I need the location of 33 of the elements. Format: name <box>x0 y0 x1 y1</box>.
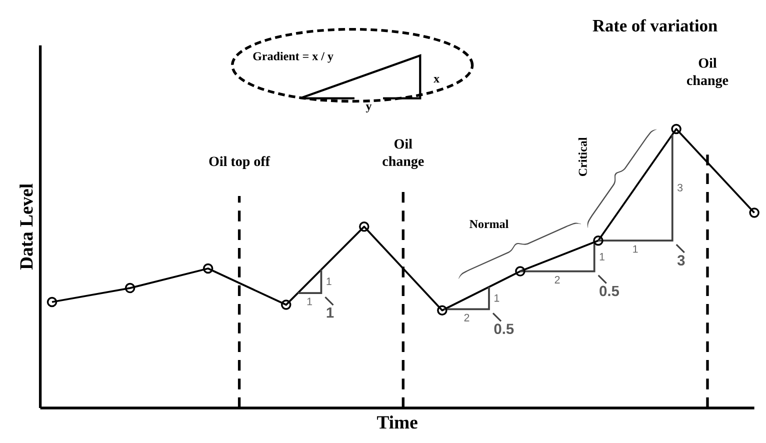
annotation: 1 <box>307 298 312 306</box>
annotation: 1 <box>633 245 638 253</box>
point <box>515 266 526 276</box>
point <box>124 282 136 294</box>
point <box>671 124 682 134</box>
text: y <box>366 104 372 113</box>
annotation: Oil change <box>382 138 424 169</box>
point <box>593 235 604 246</box>
point <box>359 222 370 232</box>
text: Gradient = x / y <box>253 52 334 63</box>
point <box>202 263 214 274</box>
annotation: 1 <box>326 308 334 318</box>
x-axis-title: Time <box>377 416 418 429</box>
annotation: 0.5 <box>494 324 514 334</box>
y-axis-title: Data Level <box>20 184 33 270</box>
annotation: 3 <box>677 255 685 266</box>
point <box>749 208 760 218</box>
text: Oil change <box>686 58 728 88</box>
chart-title: Rate of variation <box>592 19 718 32</box>
annotation: Critical <box>578 137 587 176</box>
annotation: Oil top off <box>209 156 270 169</box>
text: x <box>434 77 440 83</box>
annotation: 2 <box>554 276 560 284</box>
annotation: 1 <box>326 278 332 286</box>
annotation: 3 <box>677 184 683 192</box>
annotation: Normal <box>470 220 508 228</box>
annotation: 1 <box>494 294 500 302</box>
annotation: 1 <box>600 253 604 260</box>
point <box>46 296 58 308</box>
point <box>280 300 292 310</box>
annotation: 2 <box>464 314 470 322</box>
point <box>437 305 448 316</box>
annotation: 0.5 <box>600 286 620 296</box>
